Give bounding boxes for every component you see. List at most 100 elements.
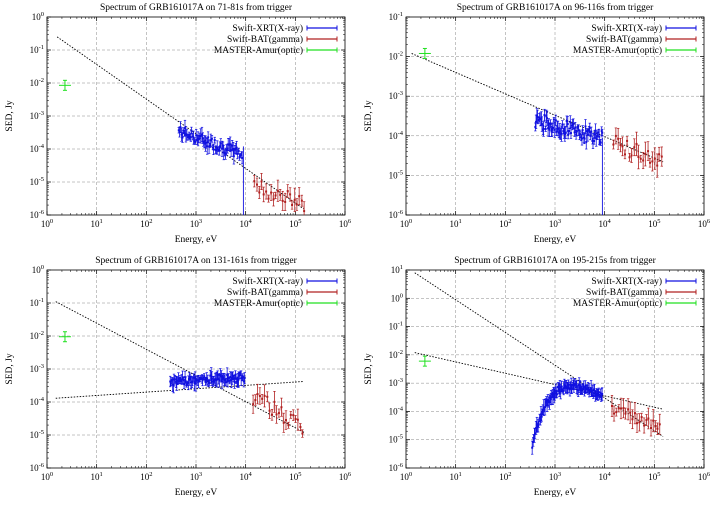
- chart-panel-3: Spectrum of GRB161017A on 131-161s from …: [5, 255, 352, 498]
- legend: Swift-XRT(X-ray)Swift-BAT(gamma)MASTER-A…: [573, 23, 697, 56]
- series-connector: [273, 195, 276, 200]
- x-tick-label: 103: [549, 218, 561, 229]
- chart-title: Spectrum of GRB161017A on 131-161s from …: [95, 255, 297, 266]
- y-tick-label: 101: [391, 264, 403, 275]
- series-connector: [201, 134, 203, 139]
- series-connector: [188, 378, 190, 383]
- y-tick-label: 10-1: [389, 321, 403, 332]
- series-connector: [231, 378, 233, 381]
- x-tick-label: 101: [450, 471, 462, 482]
- legend-bat-label: Swift-BAT(gamma): [586, 287, 662, 298]
- plot-area: [55, 301, 305, 438]
- x-tick-label: 100: [400, 218, 412, 229]
- bat-point: [287, 424, 290, 427]
- series-connector: [217, 374, 219, 380]
- series-connector: [267, 396, 270, 411]
- series-connector: [571, 385, 573, 390]
- series-connector: [268, 192, 272, 199]
- y-axis-label: SED, Jy: [364, 353, 374, 384]
- xrt-point: [181, 376, 184, 379]
- series-connector: [284, 191, 288, 202]
- series-connector: [553, 393, 555, 396]
- series-connector: [219, 143, 221, 147]
- x-tick-label: 103: [190, 218, 202, 229]
- series-connector: [587, 130, 590, 135]
- series-connector: [221, 145, 224, 149]
- series-connector: [589, 389, 591, 392]
- series-connector: [574, 127, 576, 133]
- series-connector: [280, 194, 283, 201]
- series-connector: [231, 375, 234, 379]
- series-connector: [179, 127, 181, 133]
- series-connector: [184, 128, 187, 135]
- series-connector: [188, 135, 191, 138]
- series-connector: [206, 378, 208, 381]
- series-connector: [214, 379, 217, 381]
- y-tick-label: 10-6: [30, 209, 45, 220]
- series-connector: [616, 408, 620, 413]
- series-connector: [653, 420, 656, 427]
- legend-bat-label: Swift-BAT(gamma): [586, 34, 662, 45]
- series-connector: [184, 128, 186, 134]
- y-tick-label: 10-3: [30, 363, 44, 374]
- legend-optic-label: MASTER-Amur(optic): [573, 45, 662, 56]
- series-connector: [568, 384, 570, 389]
- series-connector: [191, 130, 193, 137]
- series-connector: [236, 147, 238, 155]
- series-connector: [557, 386, 559, 389]
- series-connector: [182, 130, 184, 138]
- series-connector: [198, 135, 200, 140]
- bat-point: [658, 423, 661, 426]
- chart-title: Spectrum of GRB161017A on 96-116s from t…: [457, 2, 654, 13]
- series-connector: [259, 395, 263, 399]
- series-connector: [228, 377, 230, 381]
- series-connector: [224, 152, 226, 154]
- series-connector: [567, 384, 569, 389]
- series-connector: [564, 385, 566, 386]
- series-connector: [192, 377, 194, 382]
- xrt-point: [219, 373, 222, 376]
- series-connector: [581, 130, 583, 139]
- y-tick-label: 10-2: [389, 51, 403, 62]
- series-connector: [537, 116, 539, 121]
- series-connector: [224, 379, 227, 383]
- legend-xrt-label: Swift-XRT(X-ray): [232, 23, 303, 34]
- series-connector: [570, 125, 573, 134]
- xrt-point: [178, 380, 181, 383]
- legend: Swift-XRT(X-ray)Swift-BAT(gamma)MASTER-A…: [573, 276, 697, 309]
- series-connector: [180, 379, 182, 382]
- x-tick-label: 104: [599, 471, 612, 482]
- x-tick-label: 102: [499, 218, 511, 229]
- series-connector: [185, 134, 188, 136]
- series-connector: [585, 126, 587, 142]
- series-connector: [197, 138, 199, 141]
- y-tick-label: 10-4: [30, 143, 45, 154]
- series-connector: [536, 424, 538, 428]
- legend: Swift-XRT(X-ray)Swift-BAT(gamma)MASTER-A…: [214, 23, 338, 56]
- series-connector: [259, 181, 262, 193]
- series-connector: [595, 130, 597, 139]
- series-connector: [597, 132, 600, 137]
- series-connector: [601, 130, 603, 133]
- series-connector: [546, 400, 548, 406]
- series-connector: [226, 148, 228, 151]
- series-connector: [596, 136, 598, 139]
- series-connector: [562, 388, 564, 392]
- series-connector: [222, 145, 224, 153]
- series-connector: [193, 137, 195, 142]
- series-connector: [278, 407, 282, 414]
- series-connector: [220, 143, 223, 149]
- series-connector: [539, 117, 541, 120]
- series-connector: [585, 387, 587, 390]
- series-connector: [283, 419, 287, 423]
- series-connector: [591, 131, 593, 142]
- y-tick-label: 10-1: [30, 297, 44, 308]
- series-connector: [632, 413, 636, 420]
- series-connector: [287, 190, 291, 195]
- series-connector: [242, 377, 245, 382]
- y-tick-label: 10-1: [30, 44, 44, 55]
- series-connector: [277, 190, 281, 195]
- series-connector: [220, 374, 222, 377]
- series-connector: [181, 134, 183, 138]
- model-line: [414, 352, 664, 410]
